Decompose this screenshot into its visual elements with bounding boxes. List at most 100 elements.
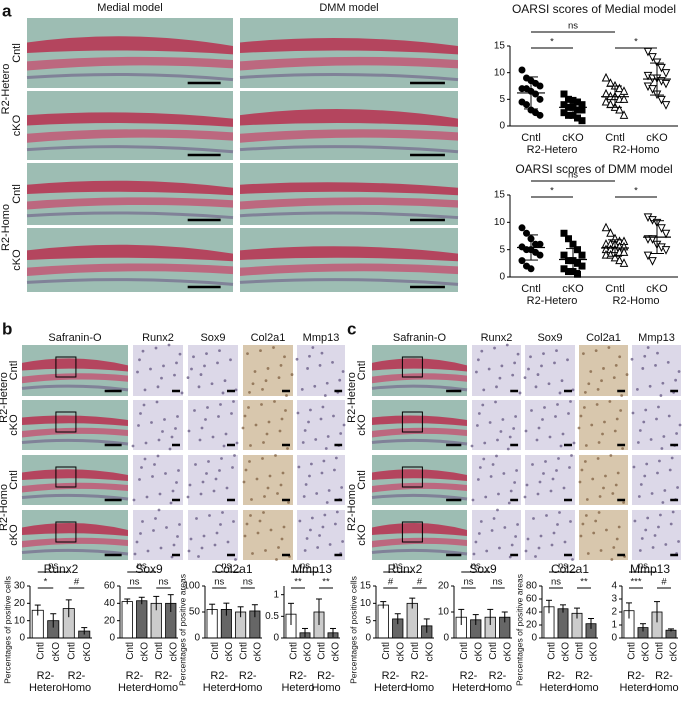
cell xyxy=(283,355,286,359)
cell xyxy=(256,531,260,535)
cell xyxy=(579,414,583,418)
x-tick-label: cKO xyxy=(646,132,668,144)
cell xyxy=(180,391,184,395)
y-tick-label: 40 xyxy=(526,607,538,618)
row-label: cKO xyxy=(11,114,23,136)
cell xyxy=(217,415,220,418)
data-point xyxy=(574,270,581,278)
x-tick-label: cKO xyxy=(139,642,150,662)
cell xyxy=(280,537,284,541)
cell xyxy=(220,457,223,460)
cell xyxy=(537,426,541,430)
sig-label: ** xyxy=(294,577,302,588)
cell xyxy=(656,471,659,475)
cell xyxy=(321,405,325,409)
cell xyxy=(568,466,571,469)
cell xyxy=(612,376,616,380)
cell xyxy=(178,352,182,356)
cell xyxy=(597,441,601,444)
cell xyxy=(669,522,673,526)
cell xyxy=(560,379,564,383)
cell xyxy=(197,385,201,389)
cell xyxy=(320,471,324,475)
cell xyxy=(542,352,545,356)
cell xyxy=(143,457,147,461)
cell xyxy=(193,409,196,412)
cell xyxy=(675,432,678,435)
cell xyxy=(559,444,563,448)
cell xyxy=(513,481,517,484)
cell xyxy=(651,546,655,549)
x-tick-label: Cntl xyxy=(605,132,625,144)
sig-label: ns xyxy=(551,577,561,588)
cell xyxy=(260,403,263,406)
cell xyxy=(482,457,486,461)
cell xyxy=(309,408,312,412)
cell xyxy=(498,376,502,380)
cell xyxy=(612,546,616,549)
cell xyxy=(493,346,496,350)
cell xyxy=(176,535,179,538)
y-tick-label: 10 xyxy=(360,598,372,609)
cell xyxy=(262,441,265,444)
cell xyxy=(592,531,596,535)
cell xyxy=(315,492,319,495)
cell xyxy=(536,492,540,496)
cell xyxy=(139,412,142,415)
row-label: cKO xyxy=(356,414,368,436)
group-label: R2- xyxy=(575,670,593,682)
sig-label: # xyxy=(661,577,667,588)
cell xyxy=(524,429,528,433)
row-label: Cntl xyxy=(8,361,20,381)
cell xyxy=(219,523,222,526)
cell xyxy=(603,420,606,424)
cell xyxy=(251,552,254,555)
cell xyxy=(536,373,540,376)
cell xyxy=(131,444,135,448)
group-label: R2- xyxy=(382,670,400,682)
cell xyxy=(234,388,238,392)
cell xyxy=(499,430,503,433)
cell xyxy=(215,531,219,535)
group-label: Hetero xyxy=(619,682,652,694)
y-tick-label: 15 xyxy=(360,581,372,592)
cell xyxy=(334,456,338,460)
cell xyxy=(668,468,672,472)
cell xyxy=(232,400,235,403)
group-label: R2- xyxy=(37,670,55,682)
cell xyxy=(677,540,680,543)
cell xyxy=(534,385,538,389)
cell xyxy=(241,426,245,430)
tissue xyxy=(239,278,459,286)
stain-band xyxy=(22,482,128,493)
cell xyxy=(268,474,272,478)
cell xyxy=(322,459,326,463)
column-header: Mmp13 xyxy=(303,332,340,344)
cell xyxy=(594,349,598,353)
sig-label: ns xyxy=(48,561,58,572)
cell xyxy=(167,343,171,347)
cell xyxy=(615,537,619,541)
cell xyxy=(518,391,522,395)
cell xyxy=(613,429,617,433)
data-point xyxy=(661,101,671,110)
stain-band xyxy=(27,36,233,55)
cell xyxy=(170,555,174,559)
cell xyxy=(168,447,172,451)
sig-label: ns xyxy=(221,561,231,572)
y-tick-label: 20 xyxy=(104,615,116,626)
cell xyxy=(545,514,548,517)
y-tick-label: 1 xyxy=(273,589,279,600)
cell xyxy=(279,483,283,487)
sig-label: * xyxy=(550,37,554,48)
cell xyxy=(611,492,615,495)
cell xyxy=(327,489,331,492)
data-point xyxy=(536,95,544,103)
y-tick-label: 80 xyxy=(526,581,538,592)
stain-band xyxy=(27,197,233,210)
cell xyxy=(246,352,249,356)
group-label: Hetero xyxy=(452,682,485,694)
x-tick-label: Cntl xyxy=(154,642,165,660)
cell xyxy=(300,387,304,391)
x-tick-label: cKO xyxy=(669,642,680,662)
